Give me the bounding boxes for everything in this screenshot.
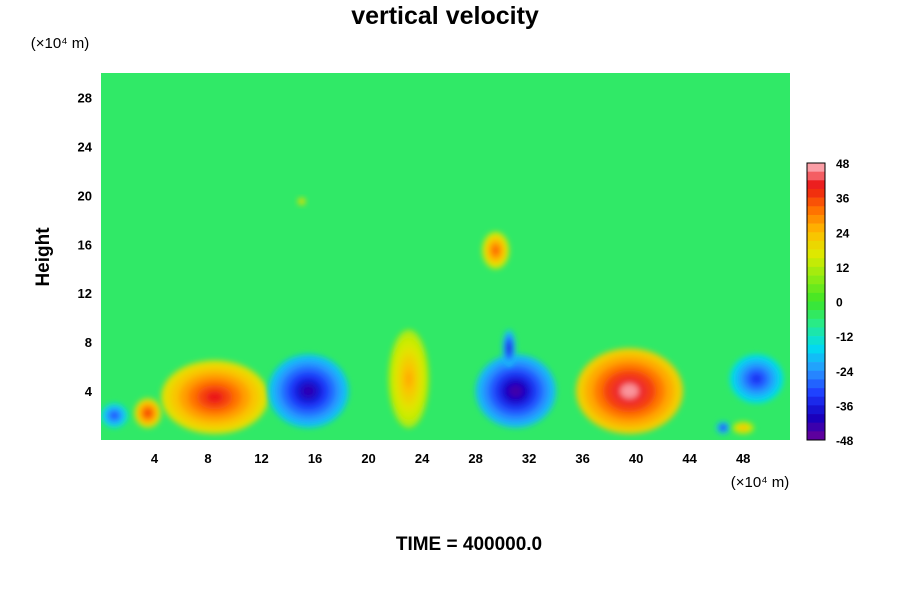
- y-tick-label: 8: [85, 335, 92, 350]
- y-tick-label: 28: [78, 90, 92, 105]
- chart-title: vertical velocity: [351, 2, 539, 30]
- x-tick-label: 8: [204, 451, 211, 466]
- colorbar-band: [807, 301, 825, 311]
- velocity-cell: [729, 354, 784, 404]
- colorbar-band: [807, 266, 825, 276]
- x-tick-label: 36: [575, 451, 589, 466]
- velocity-cell: [388, 329, 429, 428]
- velocity-cell: [161, 360, 269, 434]
- colorbar-band: [807, 405, 825, 415]
- colorbar-band: [807, 396, 825, 406]
- x-axis-unit: (×10⁴ m): [731, 474, 790, 491]
- colorbar-band: [807, 370, 825, 380]
- velocity-cell: [475, 354, 556, 428]
- colorbar-band: [807, 318, 825, 328]
- colorbar-band: [807, 171, 825, 181]
- y-tick-label: 16: [78, 237, 92, 252]
- x-axis-ticks: 4 8 12 16 20 24 28 32 36 40 44 48: [151, 451, 751, 466]
- y-tick-label: 12: [78, 286, 92, 301]
- y-tick-label: 24: [78, 139, 93, 154]
- colorbar-tick-label: 12: [836, 261, 850, 275]
- x-tick-label: 48: [736, 451, 750, 466]
- colorbar-band: [807, 379, 825, 389]
- colorbar-band: [807, 431, 825, 441]
- colorbar-band: [807, 422, 825, 432]
- velocity-cell: [297, 197, 306, 206]
- y-axis-label: Height: [33, 227, 54, 287]
- colorbar-band: [807, 284, 825, 294]
- colorbar-band: [807, 310, 825, 320]
- colorbar-band: [807, 336, 825, 346]
- colorbar-tick-label: 0: [836, 296, 843, 310]
- colorbar-band: [807, 327, 825, 337]
- colorbar-band: [807, 214, 825, 224]
- velocity-cell: [575, 348, 683, 434]
- colorbar-tick-label: 24: [836, 226, 850, 240]
- colorbar-band: [807, 292, 825, 302]
- colorbar-tick-label: -12: [836, 330, 854, 344]
- y-axis-ticks: 4 8 12 16 20 24 28: [78, 90, 93, 399]
- y-tick-label: 4: [85, 384, 93, 399]
- colorbar-band: [807, 197, 825, 207]
- y-axis-unit: (×10⁴ m): [31, 35, 90, 52]
- colorbar-band: [807, 414, 825, 423]
- x-tick-label: 4: [151, 451, 159, 466]
- colorbar-band: [807, 353, 825, 363]
- colorbar-band: [807, 275, 825, 285]
- colorbar-band: [807, 258, 825, 268]
- colorbar-band: [807, 240, 825, 250]
- time-label: TIME = 400000.0: [396, 534, 542, 555]
- x-tick-label: 32: [522, 451, 536, 466]
- colorbar-tick-label: -48: [836, 434, 854, 448]
- x-tick-label: 20: [361, 451, 375, 466]
- colorbar-tick-label: 48: [836, 157, 850, 171]
- x-tick-label: 12: [254, 451, 268, 466]
- colorbar-band: [807, 344, 825, 354]
- colorbar-band: [807, 163, 825, 172]
- colorbar: [806, 162, 826, 441]
- colorbar-band: [807, 388, 825, 398]
- colorbar-band: [807, 232, 825, 242]
- colorbar-tick-label: -36: [836, 399, 854, 413]
- velocity-cell: [482, 232, 510, 269]
- colorbar-tick-label: 36: [836, 192, 850, 206]
- velocity-cell: [732, 421, 754, 434]
- colorbar-band: [807, 249, 825, 259]
- velocity-cell: [101, 403, 128, 428]
- velocity-cell: [134, 398, 162, 428]
- plot-area: [101, 73, 790, 440]
- velocity-cell: [268, 354, 349, 428]
- y-tick-label: 20: [78, 188, 92, 203]
- colorbar-band: [807, 206, 825, 216]
- x-tick-label: 40: [629, 451, 643, 466]
- velocity-cell: [502, 329, 516, 367]
- x-tick-label: 28: [468, 451, 482, 466]
- colorbar-frame: [806, 162, 826, 441]
- colorbar-band: [807, 180, 825, 190]
- colorbar-band: [807, 188, 825, 198]
- colorbar-ticks: 48 36 24 12 0 -12 -24 -36 -48: [836, 157, 854, 448]
- x-tick-label: 24: [415, 451, 430, 466]
- x-tick-label: 44: [682, 451, 697, 466]
- colorbar-tick-label: -24: [836, 365, 854, 379]
- colorbar-band: [807, 362, 825, 372]
- colorbar-band: [807, 223, 825, 233]
- x-tick-label: 16: [308, 451, 322, 466]
- velocity-cell: [716, 421, 730, 434]
